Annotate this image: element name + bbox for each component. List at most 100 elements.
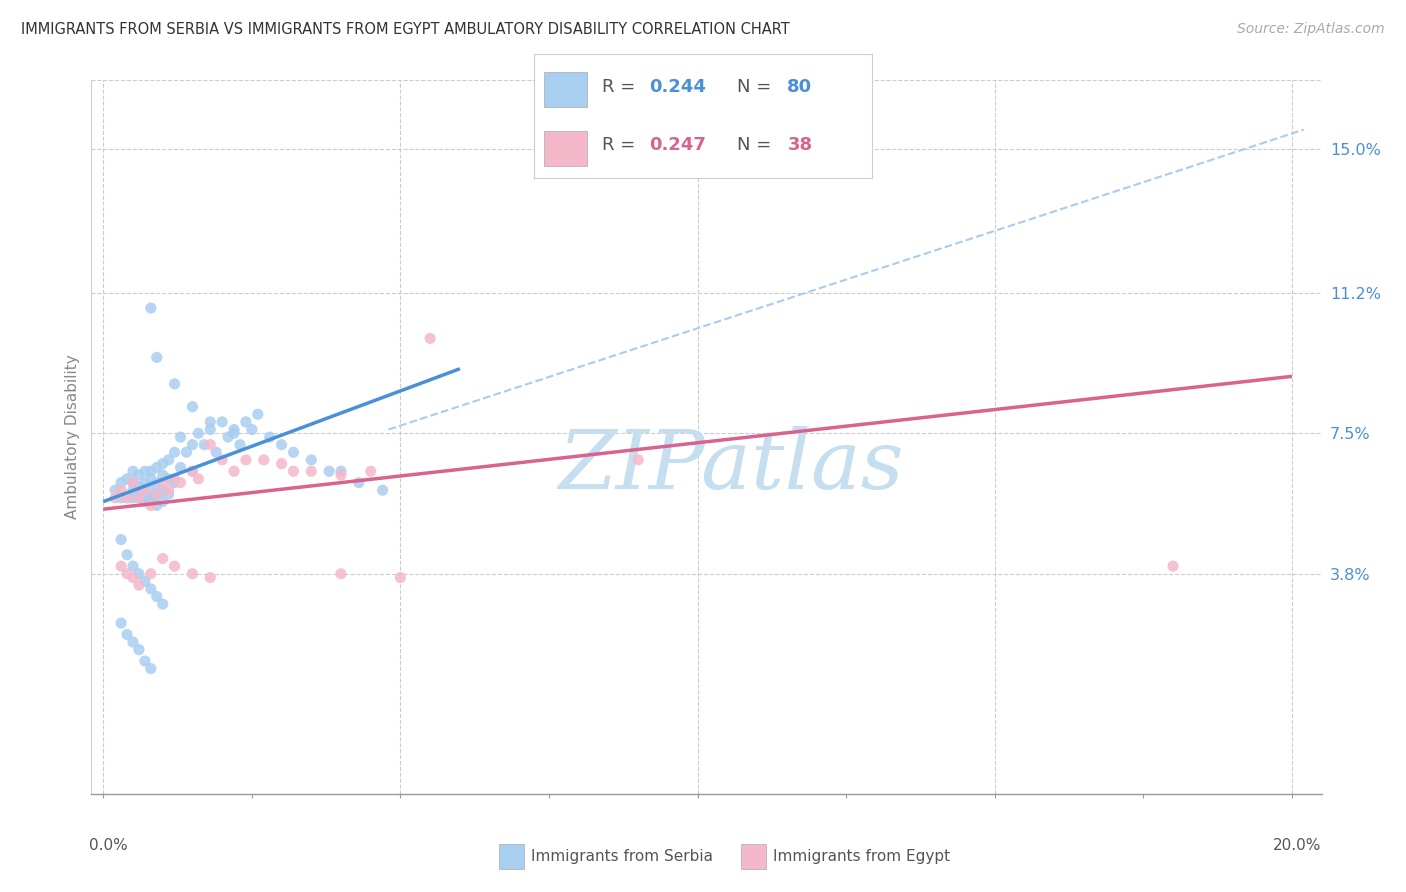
Point [104,483,127,498]
Point [157,487,180,501]
Point [200,415,222,429]
Bar [544,72,586,107]
Point [163,559,186,574]
Text: Immigrants from Serbia: Immigrants from Serbia [531,849,713,863]
Point [139,662,162,676]
Point [181,566,204,581]
Point [122,464,145,478]
Text: 38: 38 [787,136,813,153]
Point [128,578,150,592]
Point [134,491,156,505]
Point [139,566,162,581]
Point [134,464,156,478]
Y-axis label: Ambulatory Disability: Ambulatory Disability [65,355,80,519]
Point [163,445,186,459]
Point [200,422,222,436]
Point [115,627,138,641]
Point [318,464,340,478]
Point [139,491,162,505]
Point [139,582,162,596]
Text: IMMIGRANTS FROM SERBIA VS IMMIGRANTS FROM EGYPT AMBULATORY DISABILITY CORRELATIO: IMMIGRANTS FROM SERBIA VS IMMIGRANTS FRO… [21,22,790,37]
Point [115,566,138,581]
Point [128,491,150,505]
Point [1161,559,1184,574]
Point [627,453,650,467]
Point [110,616,132,631]
Point [419,331,441,345]
Point [122,635,145,649]
Bar [544,131,586,166]
Point [330,566,353,581]
Point [200,438,222,452]
Point [122,483,145,498]
Point [299,464,322,478]
Point [181,464,204,478]
Point [246,407,269,421]
Point [176,445,198,459]
Point [235,453,257,467]
Point [139,499,162,513]
Point [169,430,191,444]
Point [128,479,150,493]
Point [259,430,281,444]
Point [152,457,174,471]
Bar [499,844,524,869]
Point [122,559,145,574]
Point [235,415,257,429]
Point [110,533,132,547]
Point [187,426,209,441]
Point [139,483,162,498]
Point [330,464,353,478]
Point [128,468,150,483]
Point [104,491,127,505]
Point [181,464,204,478]
Point [347,475,370,490]
Point [134,483,156,498]
Point [134,483,156,498]
Point [122,570,145,584]
Text: 0.0%: 0.0% [89,838,128,853]
Point [360,464,382,478]
Point [283,464,305,478]
Point [283,445,305,459]
Point [128,491,150,505]
Point [145,590,167,604]
Point [181,400,204,414]
Bar [741,844,766,869]
Text: ZIPatlas: ZIPatlas [558,425,904,506]
Point [181,438,204,452]
Point [163,475,186,490]
Point [110,483,132,498]
Point [152,551,174,566]
Point [229,438,252,452]
Point [145,351,167,365]
Point [270,457,292,471]
Point [139,464,162,478]
Point [253,453,276,467]
Point [299,453,322,467]
Point [145,499,167,513]
Point [211,415,233,429]
Point [270,438,292,452]
Point [145,475,167,490]
Text: N =: N = [737,136,776,153]
Text: R =: R = [602,78,641,96]
Point [222,464,245,478]
Point [134,475,156,490]
Point [187,472,209,486]
Point [115,548,138,562]
Point [157,483,180,498]
Point [122,475,145,490]
Text: 80: 80 [787,78,813,96]
Point [152,475,174,490]
Text: Source: ZipAtlas.com: Source: ZipAtlas.com [1237,22,1385,37]
Text: R =: R = [602,136,641,153]
Point [330,468,353,483]
Text: Immigrants from Egypt: Immigrants from Egypt [773,849,950,863]
Point [145,487,167,501]
Point [152,597,174,611]
Point [371,483,394,498]
Point [128,566,150,581]
Point [134,574,156,589]
Point [169,460,191,475]
